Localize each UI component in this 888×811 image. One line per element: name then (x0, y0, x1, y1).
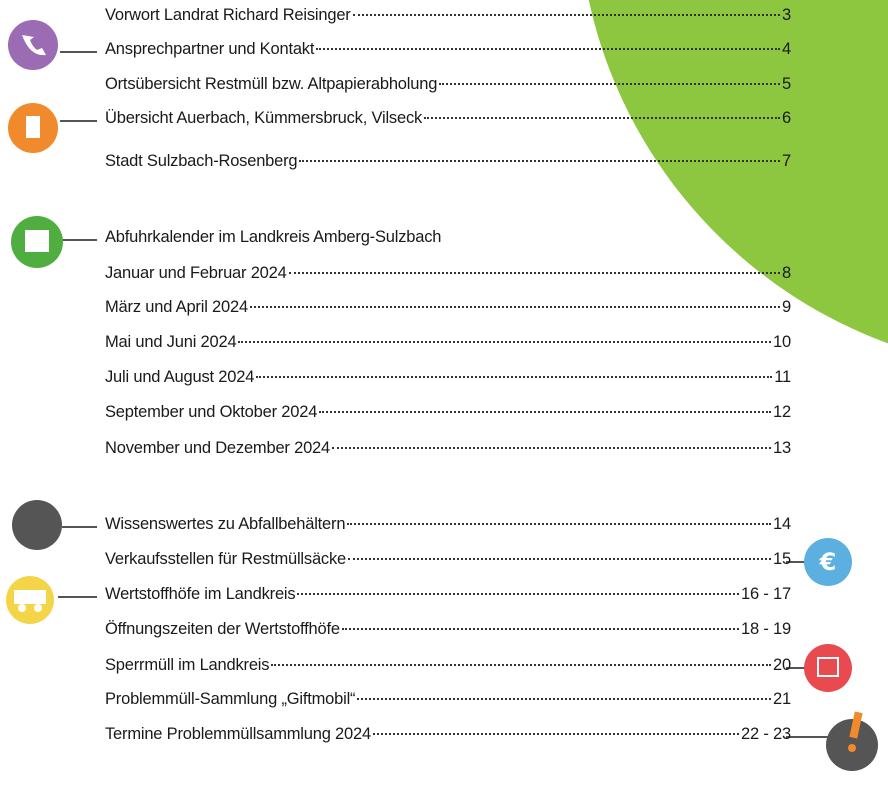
leader-dots (373, 733, 739, 735)
entry-title: Stadt Sulzbach-Rosenberg (105, 152, 297, 171)
entry-title: Problemmüll-Sammlung „Giftmobil“ (105, 690, 355, 709)
entry-title: Mai und Juni 2024 (105, 333, 236, 352)
leader-dots (424, 117, 780, 119)
page-number: 11 (774, 368, 791, 387)
toc-entry: Verkaufsstellen für Restmüllsäcke 15 (105, 550, 791, 574)
leader-dots (348, 558, 771, 560)
toc-entry: Ansprechpartner und Kontakt 4 (105, 40, 791, 64)
toc-entry: Ortsübersicht Restmüll bzw. Altpapierabh… (105, 75, 791, 99)
page-number: 18 - 19 (741, 620, 791, 639)
page-number: 21 (773, 690, 791, 709)
leader-dots (299, 160, 780, 162)
page-number: 20 (773, 656, 791, 675)
leader-dots (353, 14, 780, 16)
page-number: 9 (782, 298, 791, 317)
leader-dots (297, 593, 739, 595)
entry-title: Juli und August 2024 (105, 368, 254, 387)
page-number: 4 (782, 40, 791, 59)
page-number: 16 - 17 (741, 585, 791, 604)
entry-title: Übersicht Auerbach, Kümmersbruck, Vilsec… (105, 109, 422, 128)
svg-text:€: € (819, 548, 837, 576)
leader-dots (319, 411, 771, 413)
page-number: 7 (782, 152, 791, 171)
leader-dots (332, 447, 771, 449)
toc-entry: Wissenswertes zu Abfallbehältern 14 (105, 515, 791, 539)
entry-title: Abfuhrkalender im Landkreis Amberg-Sulzb… (105, 228, 441, 247)
leader-dots (256, 376, 772, 378)
entry-title: Ortsübersicht Restmüll bzw. Altpapierabh… (105, 75, 437, 94)
leader-dots (347, 523, 771, 525)
page-number: 12 (773, 403, 791, 422)
page-number: 10 (773, 333, 791, 352)
leader-dots (271, 664, 771, 666)
toc-entry: März und April 2024 9 (105, 298, 791, 322)
entry-title: November und Dezember 2024 (105, 439, 330, 458)
entry-title: Januar und Februar 2024 (105, 264, 287, 283)
page-number: 3 (782, 6, 791, 25)
entry-title: Vorwort Landrat Richard Reisinger (105, 6, 351, 25)
leader-dots (342, 628, 739, 630)
toc-entry: Termine Problemmüllsammlung 2024 22 - 23 (105, 725, 791, 749)
phone-icon (8, 20, 58, 70)
leader-dots (238, 341, 771, 343)
page-number: 6 (782, 109, 791, 128)
toc-entry: Stadt Sulzbach-Rosenberg 7 (105, 152, 791, 176)
leader-dots (316, 48, 780, 50)
toc-entry: November und Dezember 2024 13 (105, 439, 791, 463)
entry-title: Termine Problemmüllsammlung 2024 (105, 725, 371, 744)
leader-dots (357, 698, 771, 700)
page-number: 14 (773, 515, 791, 534)
toc-entry: Abfuhrkalender im Landkreis Amberg-Sulzb… (105, 228, 791, 252)
entry-title: Öffnungszeiten der Wertstoffhöfe (105, 620, 340, 639)
toc-entry: Juli und August 2024 11 (105, 368, 791, 392)
entry-title: Wertstoffhöfe im Landkreis (105, 585, 295, 604)
toc-entry: Öffnungszeiten der Wertstoffhöfe 18 - 19 (105, 620, 791, 644)
toc-entry: Wertstoffhöfe im Landkreis 16 - 17 (105, 585, 791, 609)
toc-entry: Sperrmüll im Landkreis 20 (105, 656, 791, 680)
entry-title: Verkaufsstellen für Restmüllsäcke (105, 550, 346, 569)
entry-title: März und April 2024 (105, 298, 248, 317)
page-number: 8 (782, 264, 791, 283)
toc-entry: Januar und Februar 2024 8 (105, 264, 791, 288)
hand-icon (12, 500, 62, 550)
page-number: 15 (773, 550, 791, 569)
toc-entry: Vorwort Landrat Richard Reisinger 3 (105, 6, 791, 30)
leader-dots (439, 83, 780, 85)
toc-entry: Übersicht Auerbach, Kümmersbruck, Vilsec… (105, 109, 791, 133)
entry-title: Sperrmüll im Landkreis (105, 656, 269, 675)
page: € Vorwort Landrat Richard Reisinger 3 Ansp… (0, 0, 888, 811)
entry-title: Ansprechpartner und Kontakt (105, 40, 314, 59)
toc-entry: September und Oktober 2024 12 (105, 403, 791, 427)
page-number: 13 (773, 439, 791, 458)
chair-icon (804, 644, 852, 692)
entry-title: Wissenswertes zu Abfallbehältern (105, 515, 345, 534)
toc-entry: Problemmüll-Sammlung „Giftmobil“ 21 (105, 690, 791, 714)
page-number: 22 - 23 (741, 725, 791, 744)
page-number: 5 (782, 75, 791, 94)
leader-dots (289, 272, 780, 274)
leader-dots (250, 306, 780, 308)
entry-title: September und Oktober 2024 (105, 403, 317, 422)
toc-entry: Mai und Juni 2024 10 (105, 333, 791, 357)
